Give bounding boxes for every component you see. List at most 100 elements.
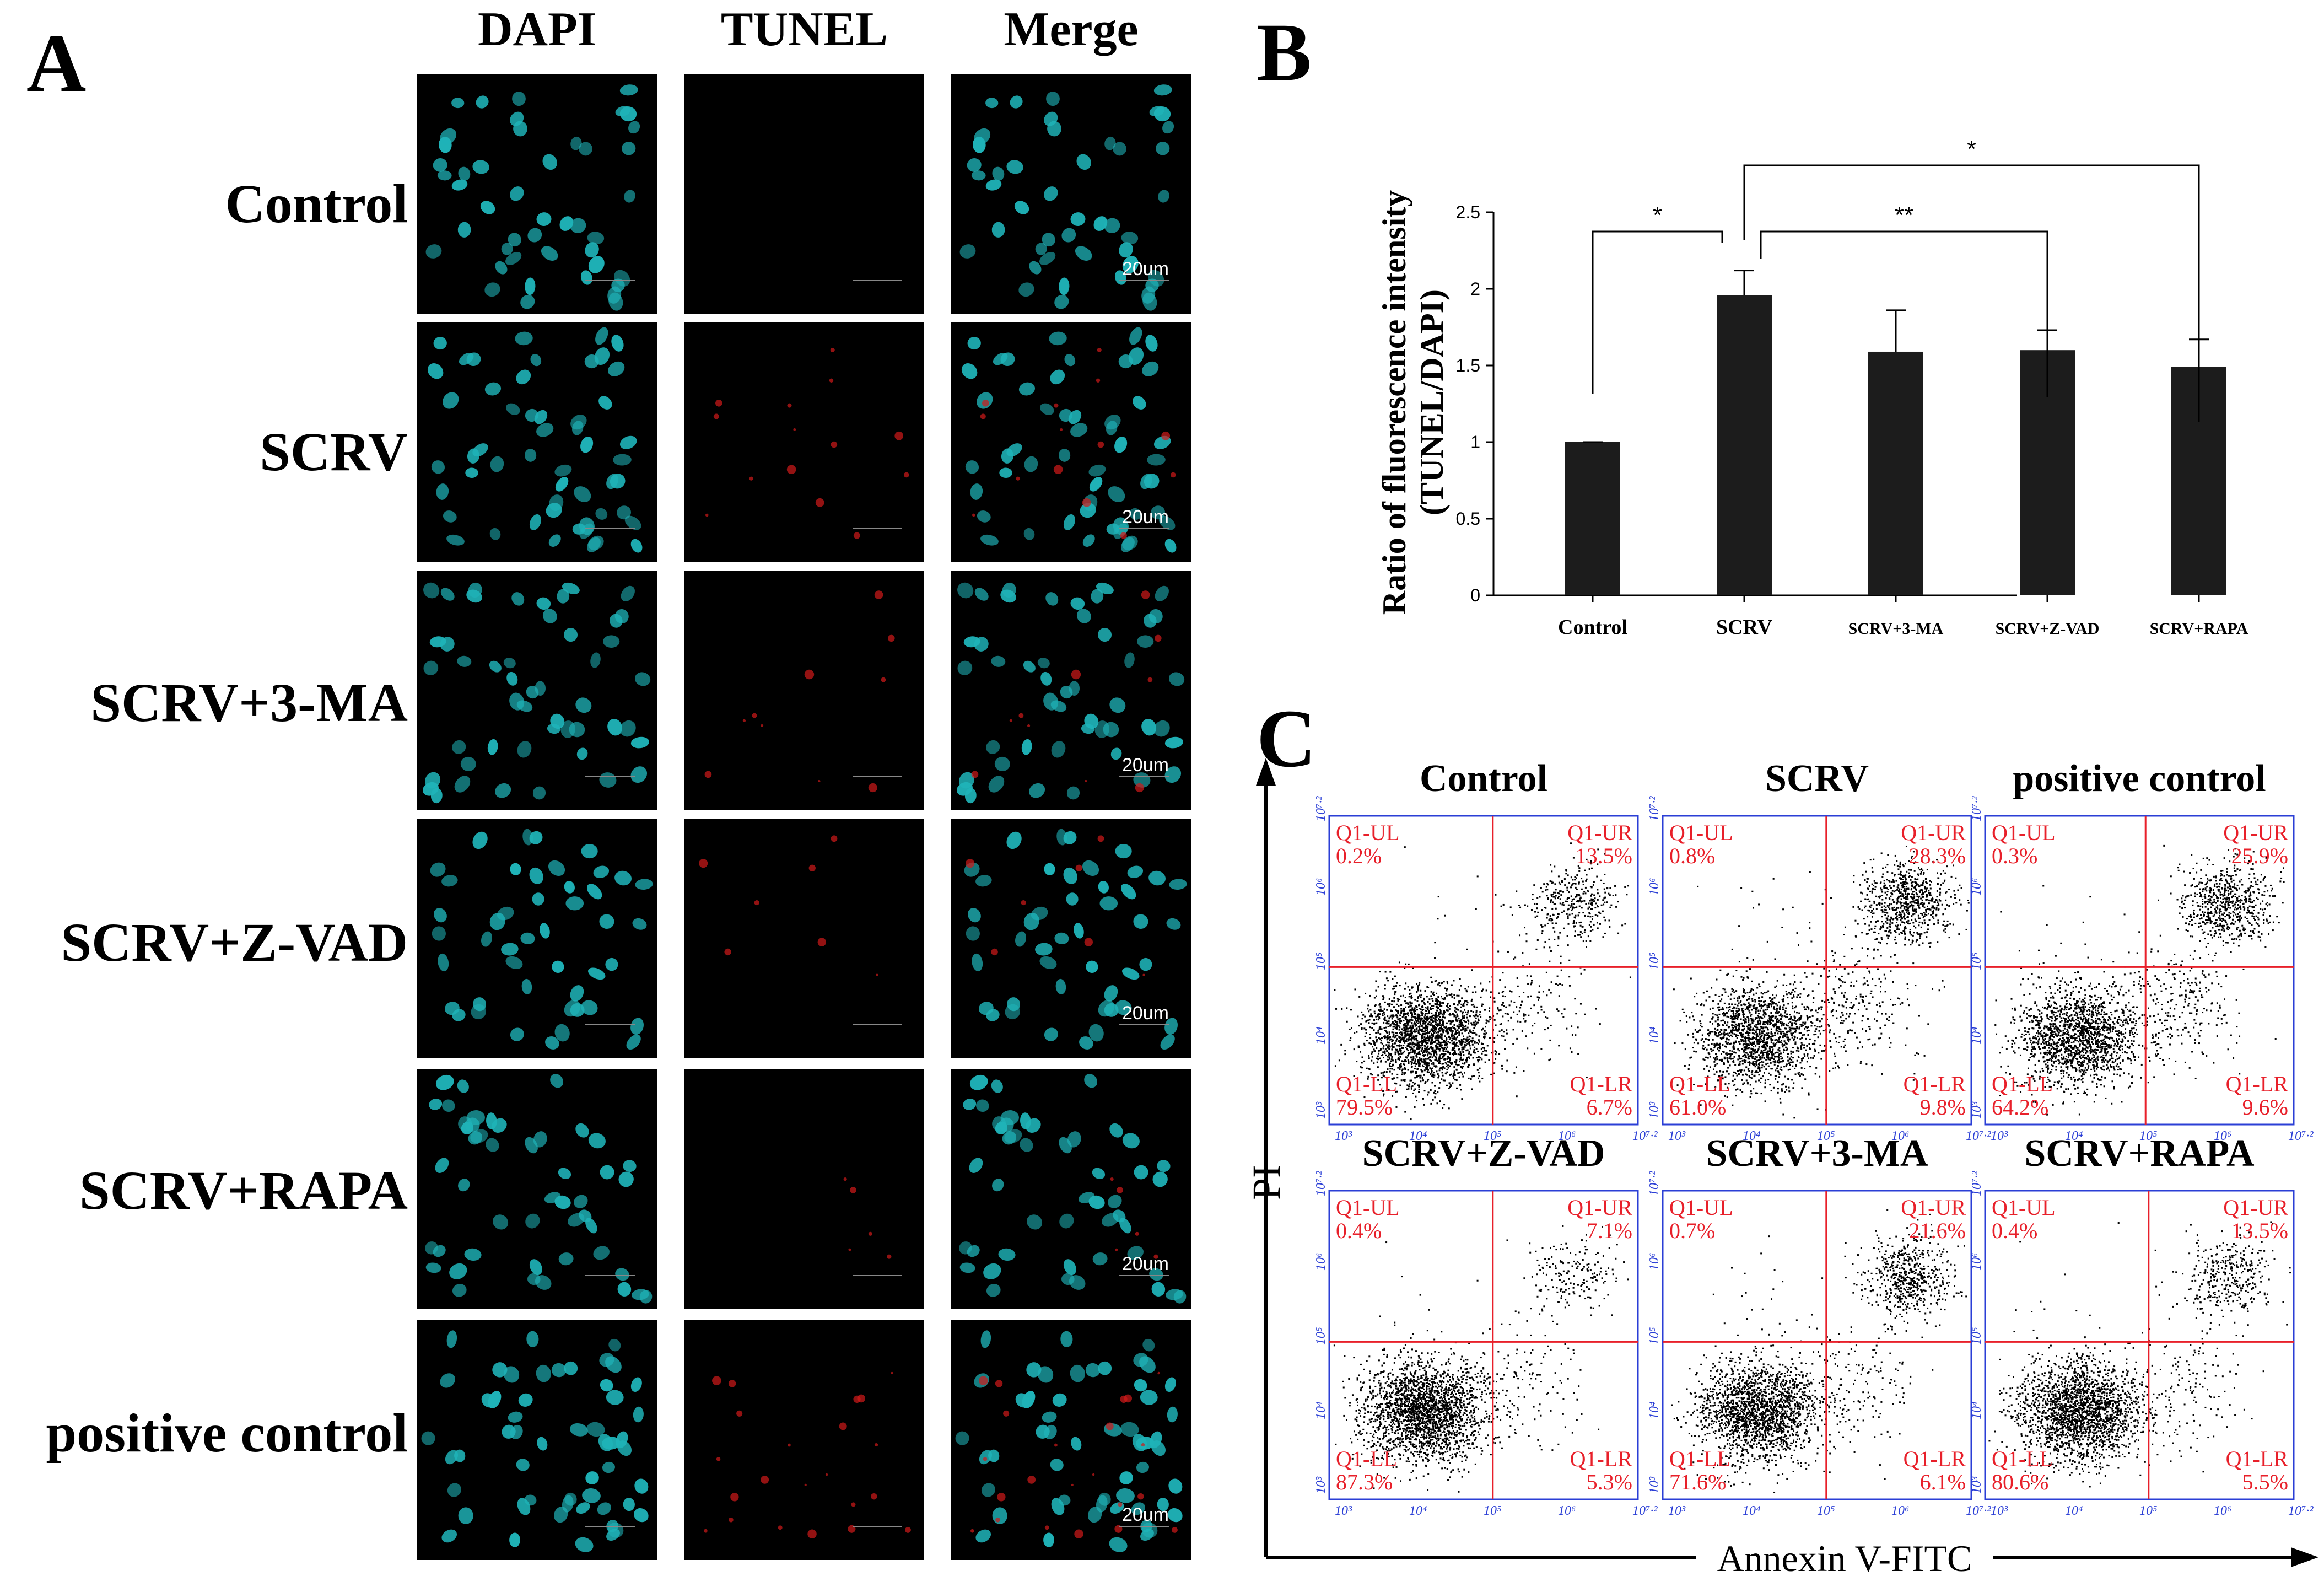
scatter-point	[1459, 1000, 1462, 1002]
scatter-point	[1507, 1013, 1509, 1015]
scatter-point	[1446, 1071, 1448, 1073]
scatter-point	[1410, 1009, 1412, 1012]
scatter-point	[1728, 1039, 1730, 1041]
scatter-point	[1757, 1049, 1759, 1051]
scatter-point	[1455, 1045, 1458, 1047]
scatter-point	[1455, 1037, 1458, 1040]
nucleus	[1023, 528, 1035, 540]
scatter-point	[1794, 1016, 1796, 1019]
scatter-point	[1387, 1035, 1389, 1037]
scatter-point	[1743, 1069, 1745, 1072]
scatter-point	[1705, 1083, 1707, 1085]
scatter-point	[1360, 1072, 1362, 1074]
nucleus	[1036, 1424, 1050, 1439]
scatter-point	[1829, 1040, 1831, 1042]
scatter-point	[1743, 1040, 1745, 1042]
scatter-point	[1714, 1014, 1717, 1016]
scatter-point	[1470, 1000, 1473, 1002]
scatter-point	[1729, 1017, 1732, 1019]
nucleus	[457, 655, 472, 667]
scatter-point	[1740, 1018, 1742, 1020]
scatter-point	[1376, 1057, 1378, 1059]
scatter-point	[1443, 1053, 1445, 1055]
scatter-point	[1772, 1061, 1775, 1063]
scatter-point	[1399, 1026, 1401, 1029]
nucleus	[1134, 1165, 1148, 1180]
nucleus	[1151, 505, 1165, 520]
scatter-point	[1396, 1048, 1398, 1051]
scatter-point	[1723, 1063, 1725, 1065]
scatter-point	[1379, 1013, 1381, 1015]
scatter-point	[1584, 886, 1587, 889]
scatter-point	[1736, 1025, 1738, 1027]
scatter-point	[1414, 1012, 1416, 1014]
nucleus	[1115, 844, 1132, 859]
scatter-point	[1408, 1033, 1410, 1035]
scatter-point	[1769, 1050, 1771, 1052]
scatter-point	[1488, 1059, 1490, 1061]
scatter-point	[1418, 1044, 1420, 1046]
scatter-point	[1786, 1031, 1788, 1034]
scatter-point	[1759, 1034, 1761, 1036]
nucleus	[423, 660, 439, 675]
nucleus	[510, 1027, 524, 1041]
panel-b-letter: B	[1257, 7, 1312, 98]
scatter-point	[1763, 1072, 1765, 1074]
scatter-point	[1452, 1030, 1454, 1032]
scatter-point	[1773, 1025, 1775, 1027]
micrograph-dapi	[417, 571, 657, 810]
scatter-point	[1495, 1058, 1497, 1060]
column-header-tunel: TUNEL	[720, 3, 888, 56]
scatter-point	[1558, 995, 1560, 997]
nucleus	[1116, 1488, 1135, 1503]
scatter-point	[1441, 1005, 1443, 1007]
scatter-point	[1443, 1079, 1446, 1082]
nucleus	[1063, 867, 1077, 884]
nucleus	[551, 1363, 567, 1378]
scatter-point	[1756, 1036, 1758, 1038]
scatter-point	[1806, 1045, 1808, 1047]
nucleus	[1143, 614, 1157, 628]
scatter-point	[1719, 1031, 1721, 1033]
scatter-point	[1439, 1013, 1442, 1015]
scatter-point	[1412, 1058, 1415, 1060]
micrograph-tunel	[684, 571, 924, 810]
scatter-point	[1727, 1041, 1729, 1043]
scatter-point	[1745, 1043, 1748, 1045]
scatter-point	[1717, 1023, 1719, 1025]
scatter-point	[1418, 983, 1420, 986]
scatter-point	[1784, 1034, 1787, 1036]
scatter-point	[1781, 1014, 1783, 1016]
scatter-point	[1583, 931, 1586, 933]
nucleus	[619, 106, 637, 122]
scatter-point	[1441, 998, 1443, 1000]
scatter-point	[1443, 1011, 1446, 1013]
scatter-point	[1567, 874, 1569, 876]
scatter-point	[1743, 994, 1745, 997]
scatter-point	[1751, 1037, 1754, 1040]
nucleus	[1160, 1034, 1175, 1050]
scatter-point	[1478, 1072, 1480, 1074]
nucleus	[1035, 243, 1047, 255]
tunel-signal	[1074, 1529, 1083, 1538]
scatter-point	[1415, 1028, 1417, 1030]
scatter-point	[1803, 1006, 1805, 1008]
scatter-point	[1497, 950, 1500, 953]
scatter-point	[1744, 1061, 1746, 1063]
scatter-point	[1443, 1067, 1446, 1069]
scatter-point	[1379, 1033, 1382, 1035]
scatter-point	[1551, 870, 1553, 873]
scatter-point	[1459, 1043, 1462, 1045]
scatter-point	[1544, 1029, 1546, 1031]
scatter-point	[1777, 1070, 1780, 1073]
scatter-point	[1486, 1020, 1488, 1022]
scatter-point	[1554, 938, 1556, 940]
scatter-point	[1741, 1022, 1743, 1024]
scatter-point	[1432, 1063, 1435, 1066]
scatter-point	[1403, 1015, 1405, 1017]
micrograph-tunel	[684, 1320, 924, 1560]
scatter-point	[1566, 898, 1568, 900]
scatter-point	[1748, 1019, 1750, 1021]
scatter-point	[1735, 1089, 1737, 1091]
scatter-point	[1739, 1032, 1741, 1034]
